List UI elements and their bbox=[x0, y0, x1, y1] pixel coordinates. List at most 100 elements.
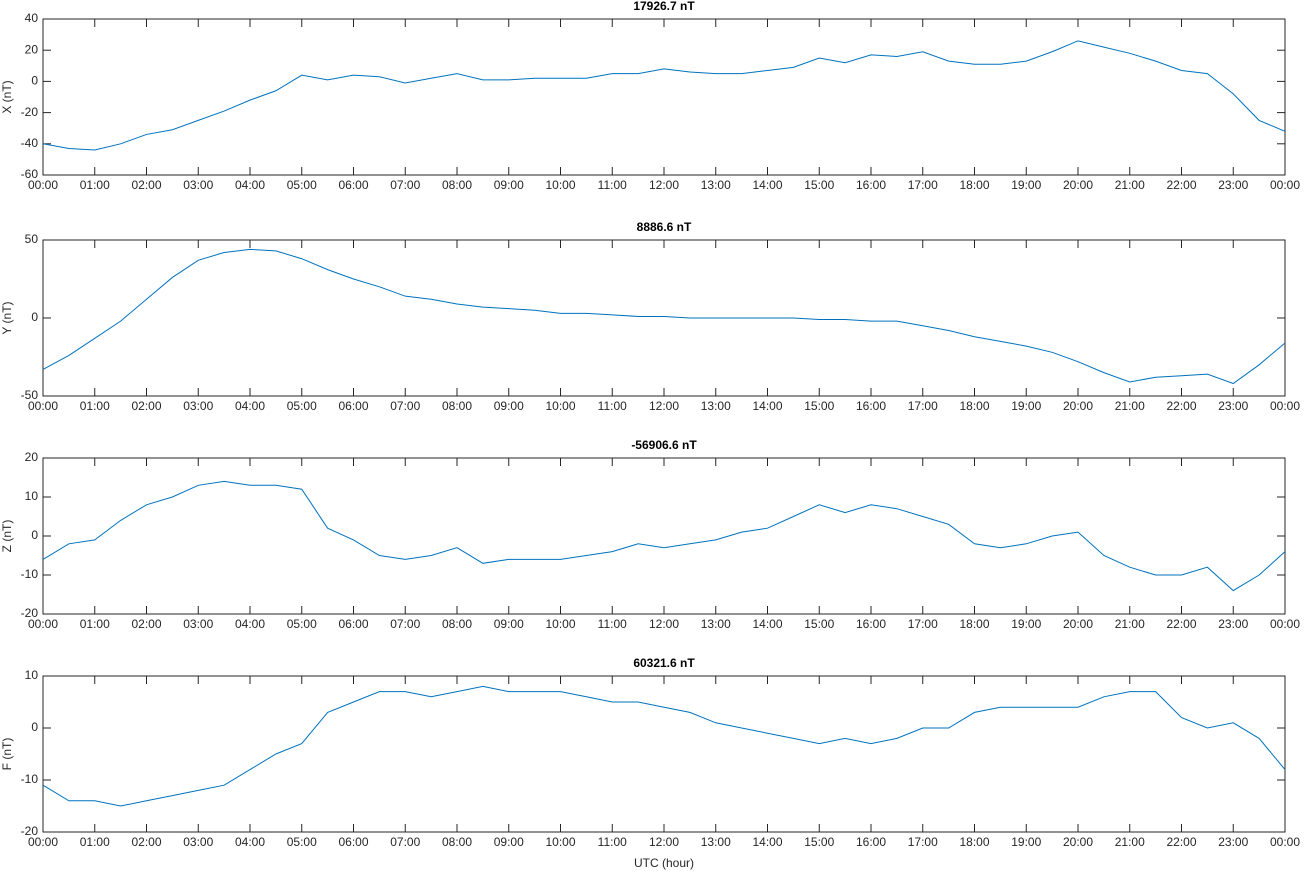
x-tick-label: 07:00 bbox=[390, 617, 420, 631]
x-tick-label: 15:00 bbox=[804, 178, 834, 192]
x-tick-label: 20:00 bbox=[1063, 617, 1093, 631]
x-tick-label: 00:00 bbox=[1270, 617, 1300, 631]
data-line bbox=[42, 685, 1286, 807]
y-tick-label: 0 bbox=[31, 528, 38, 542]
x-tick-label: 19:00 bbox=[1011, 835, 1041, 849]
chart-title: 17926.7 nT bbox=[633, 0, 695, 13]
x-tick-label: 14:00 bbox=[752, 399, 782, 413]
x-tick-label: 20:00 bbox=[1063, 178, 1093, 192]
y-tick-label: -10 bbox=[21, 772, 39, 786]
x-tick-label: 13:00 bbox=[701, 178, 731, 192]
x-tick-label: 22:00 bbox=[1166, 178, 1196, 192]
y-axis-label: Z (nT) bbox=[0, 520, 14, 553]
x-tick-label: 13:00 bbox=[701, 835, 731, 849]
x-tick-label: 18:00 bbox=[959, 178, 989, 192]
x-tick-label: 22:00 bbox=[1166, 835, 1196, 849]
x-tick-label: 12:00 bbox=[649, 835, 679, 849]
x-tick-label: 11:00 bbox=[598, 835, 627, 849]
x-tick-label: 02:00 bbox=[131, 617, 161, 631]
x-tick-label: 07:00 bbox=[390, 399, 420, 413]
x-tick-label: 01:00 bbox=[80, 399, 110, 413]
y-tick-label: -20 bbox=[21, 606, 39, 620]
y-axis-label: Y (nT) bbox=[0, 301, 14, 334]
y-tick-label: -60 bbox=[21, 167, 39, 181]
x-tick-label: 16:00 bbox=[856, 835, 886, 849]
x-tick-label: 05:00 bbox=[287, 399, 317, 413]
x-tick-label: 22:00 bbox=[1166, 399, 1196, 413]
y-axis-label: F (nT) bbox=[0, 738, 14, 771]
x-tick-label: 08:00 bbox=[442, 399, 472, 413]
x-tick-label: 04:00 bbox=[235, 399, 265, 413]
x-tick-label: 05:00 bbox=[287, 617, 317, 631]
x-tick-label: 01:00 bbox=[80, 617, 110, 631]
x-tick-label: 05:00 bbox=[287, 835, 317, 849]
x-tick-label: 00:00 bbox=[28, 835, 58, 849]
y-tick-label: 50 bbox=[25, 232, 39, 246]
x-tick-label: 00:00 bbox=[28, 617, 58, 631]
x-tick-label: 07:00 bbox=[390, 835, 420, 849]
axes-box bbox=[42, 18, 1286, 176]
x-tick-label: 05:00 bbox=[287, 178, 317, 192]
x-tick-label: 09:00 bbox=[494, 835, 524, 849]
x-tick-label: 08:00 bbox=[442, 617, 472, 631]
x-tick-label: 18:00 bbox=[959, 399, 989, 413]
x-tick-label: 20:00 bbox=[1063, 835, 1093, 849]
axes-box bbox=[42, 239, 1286, 397]
chart-title: -56906.6 nT bbox=[631, 438, 697, 452]
x-tick-label: 03:00 bbox=[183, 178, 213, 192]
axes-box bbox=[42, 457, 1286, 615]
x-tick-label: 20:00 bbox=[1063, 399, 1093, 413]
x-tick-label: 02:00 bbox=[131, 178, 161, 192]
x-tick-label: 01:00 bbox=[80, 835, 110, 849]
x-tick-label: 14:00 bbox=[752, 617, 782, 631]
axes-box bbox=[42, 675, 1286, 833]
x-tick-label: 17:00 bbox=[908, 399, 938, 413]
x-tick-label: 23:00 bbox=[1218, 617, 1248, 631]
x-tick-label: 18:00 bbox=[959, 617, 989, 631]
x-tick-label: 09:00 bbox=[494, 399, 524, 413]
y-tick-label: -20 bbox=[21, 105, 39, 119]
y-tick-label: -20 bbox=[21, 824, 39, 838]
x-tick-label: 04:00 bbox=[235, 178, 265, 192]
x-tick-label: 23:00 bbox=[1218, 178, 1248, 192]
x-tick-label: 12:00 bbox=[649, 399, 679, 413]
x-tick-label: 01:00 bbox=[80, 178, 110, 192]
x-tick-label: 22:00 bbox=[1166, 617, 1196, 631]
y-tick-label: 0 bbox=[31, 720, 38, 734]
x-tick-label: 21:00 bbox=[1115, 399, 1145, 413]
x-tick-label: 18:00 bbox=[959, 835, 989, 849]
x-tick-label: 19:00 bbox=[1011, 178, 1041, 192]
x-tick-label: 11:00 bbox=[598, 617, 627, 631]
x-tick-label: 02:00 bbox=[131, 835, 161, 849]
x-tick-label: 00:00 bbox=[1270, 178, 1300, 192]
x-tick-label: 10:00 bbox=[545, 399, 575, 413]
y-tick-label: 10 bbox=[25, 668, 39, 682]
x-tick-label: 09:00 bbox=[494, 178, 524, 192]
x-tick-label: 10:00 bbox=[545, 835, 575, 849]
x-tick-label: 00:00 bbox=[1270, 835, 1300, 849]
data-line bbox=[42, 40, 1286, 151]
data-line bbox=[42, 480, 1286, 592]
x-tick-label: 03:00 bbox=[183, 617, 213, 631]
x-tick-label: 09:00 bbox=[494, 617, 524, 631]
y-tick-label: 10 bbox=[25, 489, 39, 503]
chart-title: 60321.6 nT bbox=[633, 656, 695, 670]
x-tick-label: 15:00 bbox=[804, 399, 834, 413]
x-tick-label: 14:00 bbox=[752, 835, 782, 849]
x-tick-label: 00:00 bbox=[1270, 399, 1300, 413]
x-tick-label: 16:00 bbox=[856, 178, 886, 192]
x-tick-label: 16:00 bbox=[856, 617, 886, 631]
x-tick-label: 17:00 bbox=[908, 617, 938, 631]
x-tick-label: 17:00 bbox=[908, 835, 938, 849]
x-tick-label: 15:00 bbox=[804, 617, 834, 631]
x-tick-label: 06:00 bbox=[338, 617, 368, 631]
x-tick-label: 11:00 bbox=[598, 178, 627, 192]
x-tick-label: 21:00 bbox=[1115, 178, 1145, 192]
x-tick-label: 06:00 bbox=[338, 178, 368, 192]
x-tick-label: 23:00 bbox=[1218, 399, 1248, 413]
x-tick-label: 21:00 bbox=[1115, 617, 1145, 631]
x-tick-label: 06:00 bbox=[338, 399, 368, 413]
x-tick-label: 08:00 bbox=[442, 178, 472, 192]
x-tick-label: 00:00 bbox=[28, 178, 58, 192]
